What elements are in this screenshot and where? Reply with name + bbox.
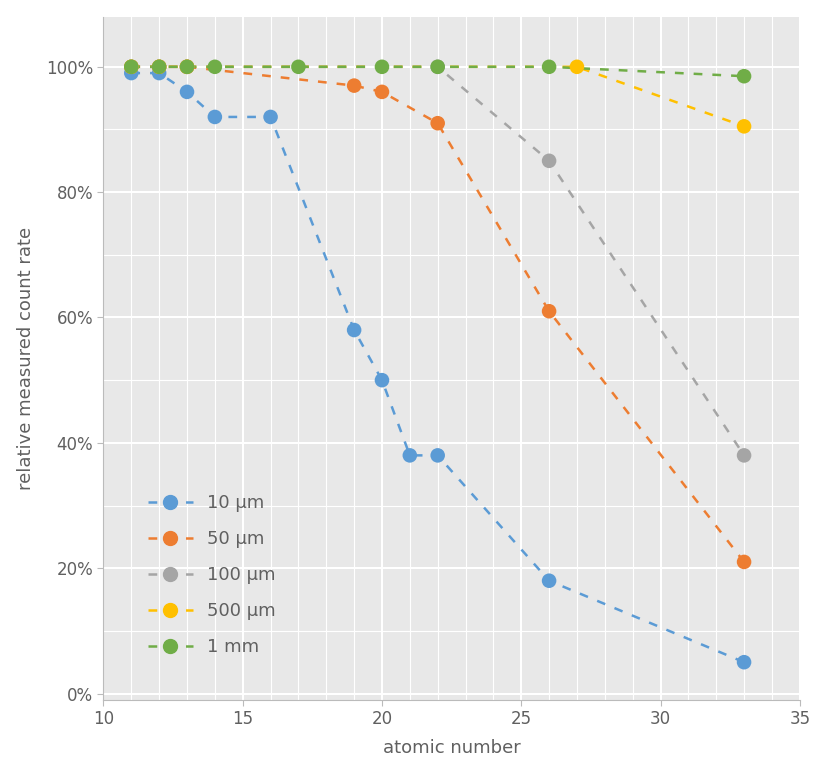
Point [180, 60, 194, 73]
Point [125, 60, 138, 73]
Y-axis label: relative measured count rate: relative measured count rate [17, 227, 35, 490]
Point [375, 374, 389, 386]
Point [152, 60, 165, 73]
Point [152, 67, 165, 79]
Point [125, 60, 138, 73]
Point [571, 60, 584, 73]
Point [347, 324, 361, 336]
Point [180, 60, 194, 73]
Point [431, 60, 444, 73]
Point [292, 60, 305, 73]
Point [180, 86, 194, 98]
Point [125, 60, 138, 73]
Point [543, 305, 556, 317]
Point [543, 574, 556, 587]
Point [152, 60, 165, 73]
Point [208, 60, 222, 73]
Legend: 10 μm, 50 μm, 100 μm, 500 μm, 1 mm: 10 μm, 50 μm, 100 μm, 500 μm, 1 mm [141, 487, 283, 663]
Point [543, 60, 556, 73]
Point [738, 556, 751, 568]
Point [431, 449, 444, 461]
Point [543, 155, 556, 167]
Point [375, 86, 389, 98]
Point [431, 117, 444, 129]
Point [208, 111, 222, 123]
Point [264, 111, 277, 123]
Point [738, 449, 751, 461]
Point [152, 60, 165, 73]
Point [375, 60, 389, 73]
Point [431, 60, 444, 73]
Point [738, 120, 751, 132]
Point [404, 449, 417, 461]
Point [125, 67, 138, 79]
X-axis label: atomic number: atomic number [383, 739, 520, 757]
Point [738, 70, 751, 82]
Point [738, 656, 751, 669]
Point [180, 60, 194, 73]
Point [347, 80, 361, 92]
Point [125, 60, 138, 73]
Point [152, 60, 165, 73]
Point [180, 60, 194, 73]
